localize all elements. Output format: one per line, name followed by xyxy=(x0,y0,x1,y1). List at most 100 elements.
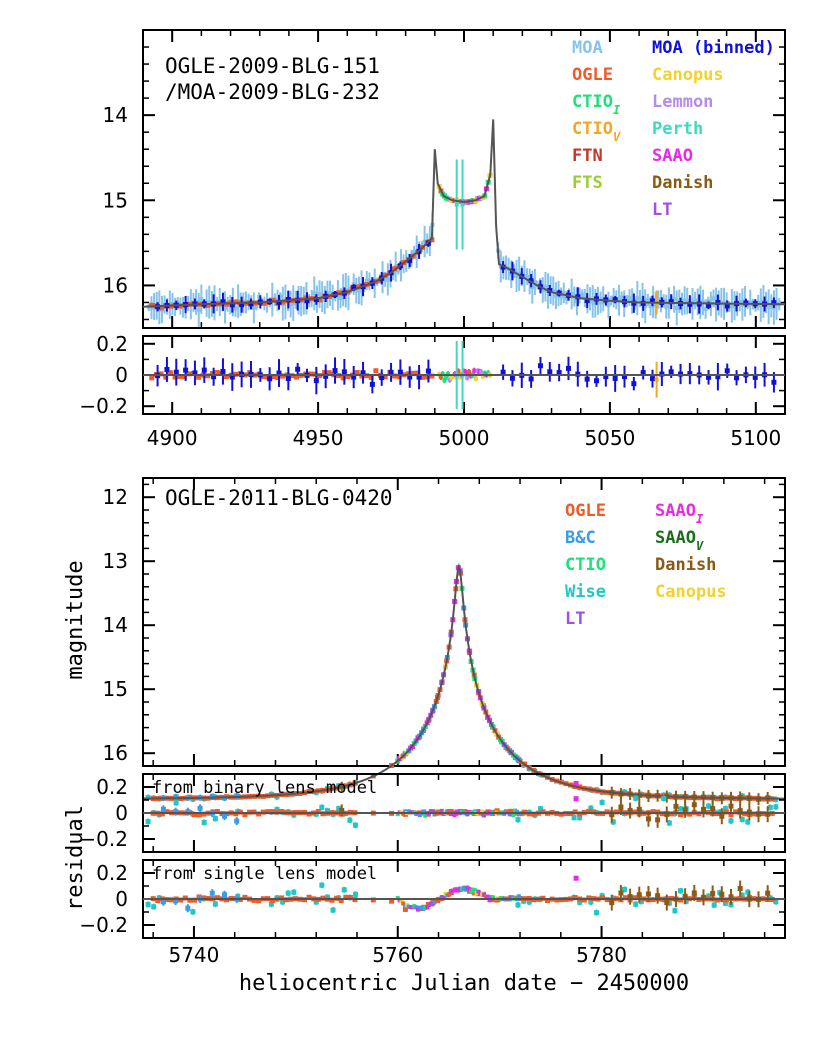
data-point xyxy=(715,374,721,380)
data-point xyxy=(341,887,347,893)
y-tick-label: 15 xyxy=(103,188,128,212)
data-point xyxy=(383,277,388,282)
data-point xyxy=(335,293,340,298)
legend-subscript: V xyxy=(613,130,621,144)
data-point xyxy=(537,806,543,812)
data-point xyxy=(276,370,282,376)
data-point xyxy=(173,898,179,904)
data-point xyxy=(598,300,603,305)
data-point xyxy=(201,819,207,825)
resid-note-binary: from binary lens model xyxy=(152,778,377,798)
data-point xyxy=(319,804,325,810)
data-point xyxy=(239,302,245,308)
data-point xyxy=(288,302,293,307)
data-point xyxy=(279,808,285,814)
data-point xyxy=(586,895,592,901)
data-point xyxy=(693,298,698,303)
data-point xyxy=(352,822,358,828)
data-point xyxy=(186,371,192,377)
data-point xyxy=(627,894,633,900)
data-point xyxy=(164,809,170,815)
data-point xyxy=(420,374,426,380)
data-point xyxy=(156,895,162,901)
data-point xyxy=(765,811,771,817)
data-point xyxy=(526,899,532,905)
data-point xyxy=(682,893,688,899)
data-point xyxy=(229,374,235,380)
data-point xyxy=(664,900,670,906)
data-point xyxy=(678,888,684,894)
data-point xyxy=(401,901,406,906)
data-point xyxy=(354,284,360,290)
data-point xyxy=(251,305,256,310)
y-tick-label: 0 xyxy=(115,801,128,825)
data-point xyxy=(209,371,215,377)
data-point xyxy=(465,375,470,380)
data-point xyxy=(678,806,684,812)
legend-subscript: V xyxy=(696,539,704,553)
data-point xyxy=(191,812,197,818)
data-point xyxy=(312,291,317,296)
data-point xyxy=(728,803,734,809)
bottom-title: OGLE-2011-BLG-0420 xyxy=(165,486,393,510)
data-point xyxy=(313,378,319,384)
data-point xyxy=(650,809,656,815)
data-point xyxy=(278,294,283,299)
data-point xyxy=(265,809,271,815)
bottom-main-frame xyxy=(142,477,786,767)
data-point xyxy=(610,819,616,825)
data-point xyxy=(761,299,766,304)
data-point xyxy=(491,895,496,900)
data-point xyxy=(471,890,477,896)
data-point xyxy=(505,809,510,814)
data-point xyxy=(700,894,706,900)
data-point xyxy=(479,370,484,375)
data-point xyxy=(212,816,218,822)
data-point xyxy=(691,890,697,896)
data-point xyxy=(347,895,353,901)
data-point xyxy=(379,375,385,381)
data-point xyxy=(773,899,779,905)
data-point xyxy=(351,285,357,291)
data-point xyxy=(729,303,734,308)
data-point xyxy=(603,374,609,380)
data-point xyxy=(192,370,198,376)
data-point xyxy=(687,371,693,377)
data-point xyxy=(733,809,739,815)
data-point xyxy=(317,297,323,303)
data-point xyxy=(257,294,262,299)
data-point xyxy=(209,793,215,799)
data-point xyxy=(700,806,706,812)
y-tick-label: −0.2 xyxy=(79,913,128,937)
data-point xyxy=(197,805,203,811)
data-point xyxy=(425,905,430,910)
data-point xyxy=(674,305,679,310)
data-point xyxy=(737,300,742,305)
data-point xyxy=(354,369,360,375)
data-point xyxy=(382,374,388,380)
data-point xyxy=(336,290,342,296)
legend-entry: OGLE xyxy=(572,65,613,85)
data-point xyxy=(340,375,346,381)
data-point xyxy=(609,812,615,818)
data-point xyxy=(601,296,606,301)
legend-entry: B&C xyxy=(565,528,596,548)
data-point xyxy=(711,296,716,301)
data-point xyxy=(756,300,761,305)
data-point xyxy=(612,375,618,381)
data-point xyxy=(414,905,419,910)
data-point xyxy=(389,898,395,904)
data-point xyxy=(347,817,353,823)
data-point xyxy=(369,381,375,387)
y-tick-label: 0 xyxy=(115,887,128,911)
data-point xyxy=(706,299,711,304)
data-point xyxy=(622,374,627,380)
data-point xyxy=(638,899,644,905)
y-tick-label: 0 xyxy=(115,363,128,387)
data-point xyxy=(425,368,431,374)
top-main-panel: 14 15 16 OGLE-2009-BLG-151 /MOA-2009-BLG-2… xyxy=(103,29,786,329)
data-point xyxy=(328,291,333,296)
data-point xyxy=(279,299,285,305)
data-point xyxy=(480,374,485,379)
